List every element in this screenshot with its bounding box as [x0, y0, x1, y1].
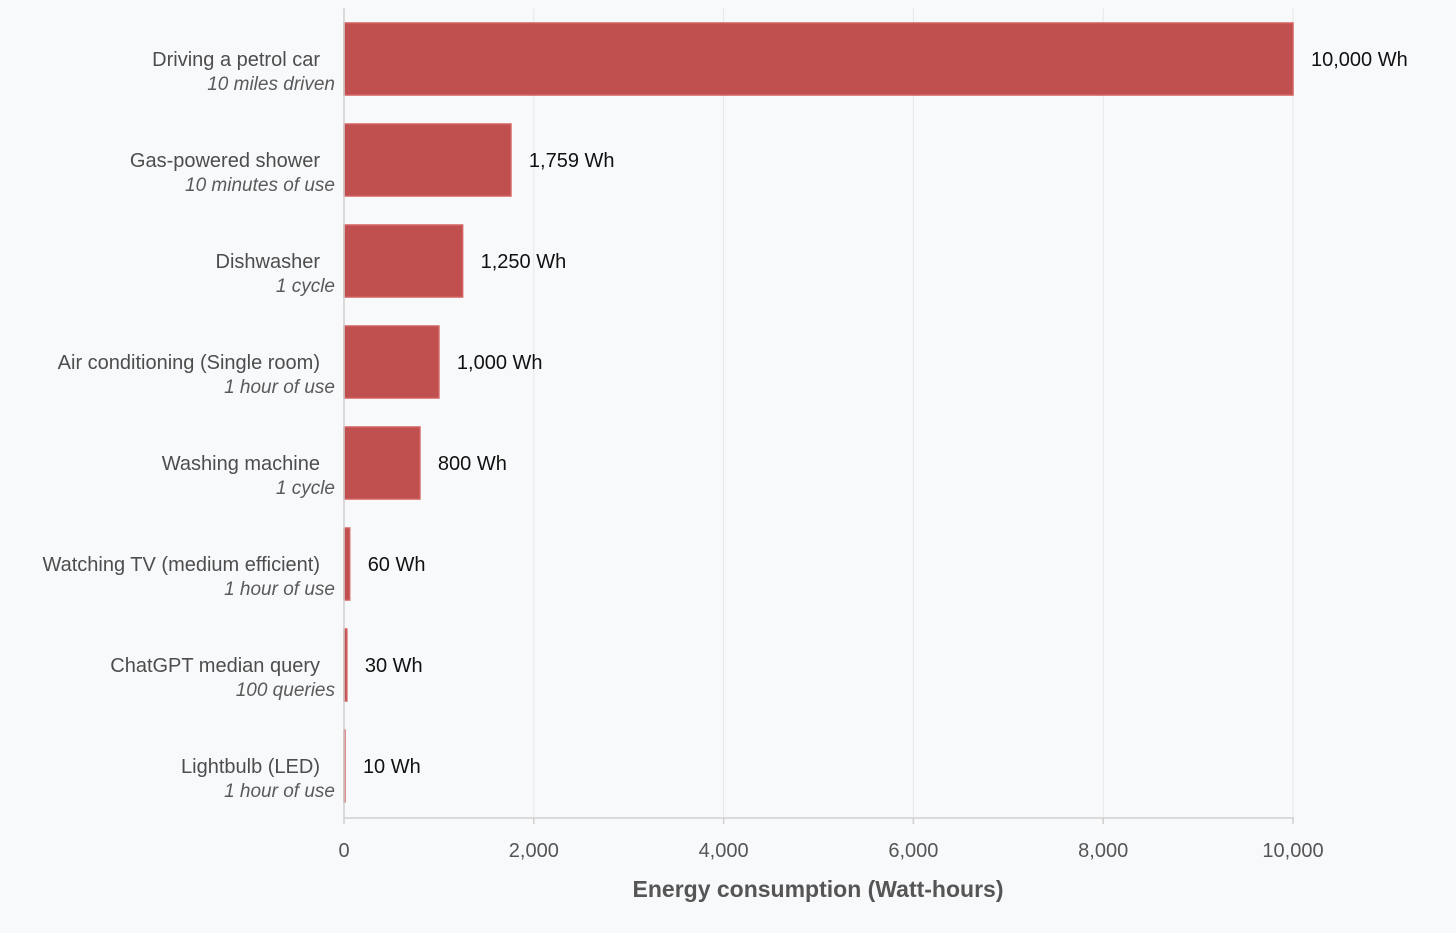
x-tick-label: 4,000: [699, 840, 749, 862]
category-sublabel: 10 minutes of use: [185, 175, 335, 196]
category-label: Watching TV (medium efficient): [42, 554, 320, 576]
x-tick-label: 8,000: [1078, 840, 1128, 862]
bars: [343, 22, 1294, 803]
category-label: Dishwasher: [216, 251, 321, 273]
bar: [343, 224, 464, 298]
value-label: 1,250 Wh: [481, 251, 567, 273]
x-tick-label: 0: [338, 840, 349, 862]
category-sublabel: 1 hour of use: [224, 579, 335, 600]
value-label: 800 Wh: [438, 453, 507, 475]
category-label: Washing machine: [162, 453, 320, 475]
category-sublabel: 1 cycle: [276, 478, 335, 499]
value-label: 10 Wh: [363, 756, 421, 778]
category-sublabel: 1 hour of use: [224, 781, 335, 802]
value-label: 1,000 Wh: [457, 352, 543, 374]
bar: [343, 426, 421, 500]
bar: [343, 527, 351, 601]
x-tick-label: 6,000: [888, 840, 938, 862]
grid-lines: [533, 8, 1294, 818]
x-tick-label: 10,000: [1262, 840, 1323, 862]
category-label: ChatGPT median query: [110, 655, 320, 677]
category-label: Lightbulb (LED): [181, 756, 320, 778]
value-label: 1,759 Wh: [529, 150, 615, 172]
bar: [343, 22, 1294, 96]
value-label: 30 Wh: [365, 655, 423, 677]
value-label: 60 Wh: [368, 554, 426, 576]
category-label: Air conditioning (Single room): [58, 352, 320, 374]
x-axis-title: Energy consumption (Watt-hours): [633, 876, 1004, 902]
category-label: Driving a petrol car: [152, 49, 320, 71]
labels: Driving a petrol car 10 miles driven 10,00…: [42, 49, 1407, 802]
category-sublabel: 100 queries: [236, 680, 336, 701]
x-axis: 0 2,000 4,000 6,000 8,000 10,000: [338, 8, 1324, 862]
x-tick-label: 2,000: [509, 840, 559, 862]
category-sublabel: 1 cycle: [276, 276, 335, 297]
category-sublabel: 10 miles driven: [207, 74, 335, 95]
bar: [343, 325, 440, 399]
category-label: Gas-powered shower: [130, 150, 320, 172]
value-label: 10,000 Wh: [1311, 49, 1408, 71]
category-sublabel: 1 hour of use: [224, 377, 335, 398]
bar: [343, 123, 512, 197]
